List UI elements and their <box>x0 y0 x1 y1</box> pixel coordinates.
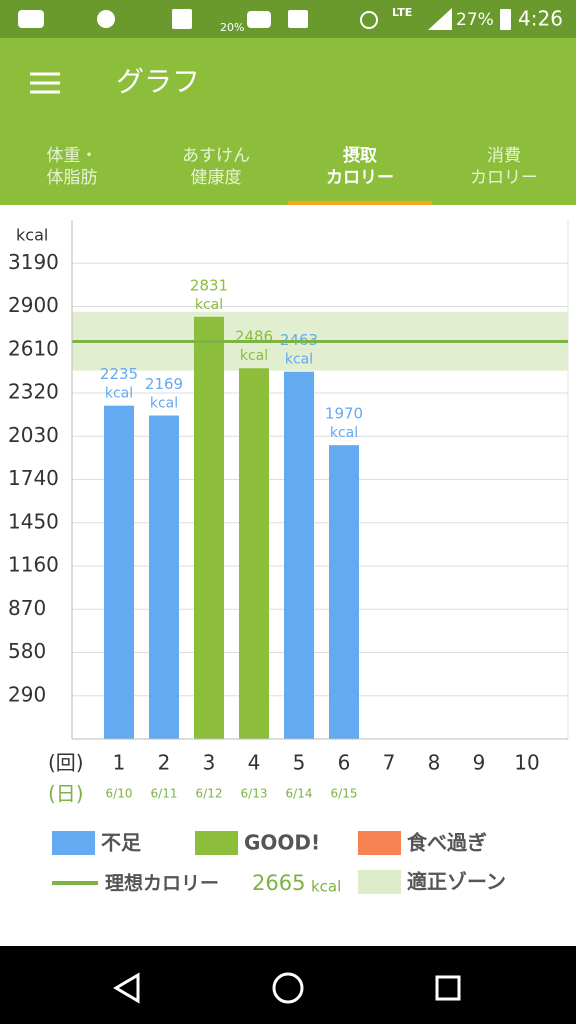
x-tick-label: 4 <box>248 751 261 775</box>
battery-percent: 27% <box>456 10 494 30</box>
tab-label: カロリー <box>326 168 394 188</box>
ideal-value: 2665 <box>252 871 305 895</box>
tab-indicator <box>288 201 432 205</box>
y-tick-label: 1740 <box>8 466 59 490</box>
tab-label: あすけん <box>182 146 250 166</box>
nav-bar <box>0 946 576 1024</box>
x-tick-label: 1 <box>113 751 126 775</box>
ideal-unit: kcal <box>311 878 341 896</box>
tab-label: 消費 <box>487 146 521 166</box>
app-bar <box>0 38 576 205</box>
legend-swatch <box>358 831 401 855</box>
x-row-label: (回) <box>48 751 84 775</box>
legend-swatch <box>52 831 95 855</box>
x-row-label: (日) <box>48 782 84 806</box>
bar <box>239 368 269 739</box>
value-label: 2169 <box>145 375 183 393</box>
legend-label: 不足 <box>101 831 142 855</box>
tab-label: 体重・ <box>47 146 98 166</box>
date-label: 6/13 <box>241 787 268 801</box>
chart: kcal290580870116014501740203023202610290… <box>8 220 569 896</box>
legend-label: GOOD! <box>244 831 320 855</box>
tab-label: カロリー <box>470 168 538 188</box>
bar <box>284 371 314 739</box>
y-tick-label: 3190 <box>8 250 59 274</box>
weather-percent: 20% <box>220 21 244 34</box>
legend-label: 食べ過ぎ <box>407 831 487 855</box>
tab-label: 体脂肪 <box>47 168 98 188</box>
tab[interactable]: 体重・体脂肪 <box>47 146 98 188</box>
recents-button[interactable] <box>435 975 461 1001</box>
x-tick-label: 10 <box>514 751 539 775</box>
clock: 4:26 <box>518 7 563 31</box>
app-title: グラフ <box>116 65 200 98</box>
value-unit: kcal <box>150 396 178 412</box>
y-tick-label: 1450 <box>8 509 59 533</box>
home-button[interactable] <box>272 972 304 1004</box>
x-tick-label: 9 <box>473 751 486 775</box>
x-tick-label: 5 <box>293 751 306 775</box>
value-unit: kcal <box>285 352 313 368</box>
y-axis-unit: kcal <box>16 226 48 245</box>
tab-label: 摂取 <box>343 145 377 166</box>
value-label: 1970 <box>325 405 363 423</box>
value-label: 2831 <box>190 276 228 294</box>
x-tick-label: 3 <box>203 751 216 775</box>
y-tick-label: 1160 <box>8 553 59 577</box>
date-label: 6/15 <box>331 787 358 801</box>
x-tick-label: 2 <box>158 751 171 775</box>
bar <box>194 316 224 739</box>
x-tick-label: 6 <box>338 751 351 775</box>
value-label: 2235 <box>100 365 138 383</box>
bar <box>104 405 134 739</box>
date-label: 6/14 <box>286 787 313 801</box>
status-icons <box>18 8 511 30</box>
date-label: 6/10 <box>106 787 133 801</box>
date-label: 6/11 <box>151 787 178 801</box>
value-unit: kcal <box>240 348 268 364</box>
value-unit: kcal <box>330 425 358 441</box>
y-tick-label: 580 <box>8 639 46 663</box>
bar <box>149 415 179 739</box>
x-tick-label: 8 <box>428 751 441 775</box>
tab-label: 健康度 <box>191 168 242 188</box>
y-tick-label: 2320 <box>8 380 59 404</box>
y-tick-label: 2030 <box>8 423 59 447</box>
menu-button[interactable] <box>30 72 60 94</box>
legend-label: 適正ゾーン <box>407 870 506 894</box>
back-button[interactable] <box>113 972 140 1004</box>
x-tick-label: 7 <box>383 751 396 775</box>
bar <box>329 445 359 739</box>
value-unit: kcal <box>105 386 133 402</box>
network-type: LTE <box>392 6 412 19</box>
legend-swatch <box>195 831 238 855</box>
legend-swatch <box>358 870 401 894</box>
value-unit: kcal <box>195 297 223 313</box>
date-label: 6/12 <box>196 787 223 801</box>
y-tick-label: 290 <box>8 682 46 706</box>
y-tick-label: 2610 <box>8 336 59 360</box>
y-tick-label: 2900 <box>8 293 59 317</box>
y-tick-label: 870 <box>8 596 46 620</box>
legend-label: 理想カロリー <box>105 872 219 895</box>
